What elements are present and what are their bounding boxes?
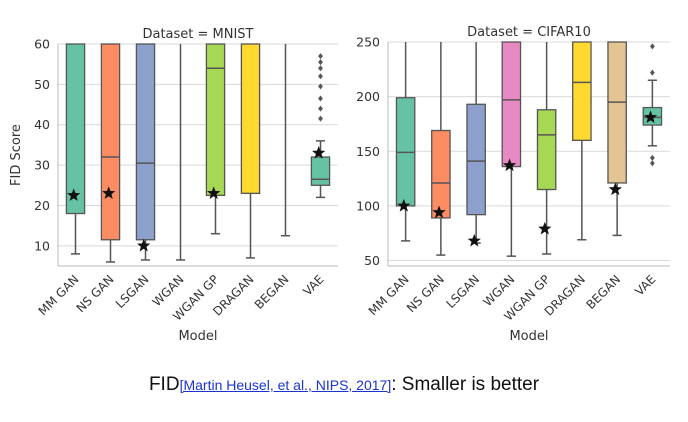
outlier-point <box>649 154 655 161</box>
box-vae: VAE <box>300 53 331 299</box>
box-wgan: WGAN <box>480 41 522 309</box>
x-tick-label: VAE <box>632 272 658 298</box>
outlier-point <box>318 73 323 80</box>
star-marker <box>312 145 326 159</box>
box-body <box>501 41 522 168</box>
star-marker <box>502 158 517 172</box>
x-tick-label: LSGAN <box>443 272 482 311</box>
y-tick-label: 150 <box>356 144 380 159</box>
y-tick-label: 30 <box>34 158 50 173</box>
outlier-point <box>318 105 323 112</box>
y-tick-label: 50 <box>34 77 50 92</box>
caption: FID[Martin Heusel, et al., NIPS, 2017]: … <box>0 374 688 396</box>
citation-link[interactable]: [Martin Heusel, et al., NIPS, 2017] <box>179 377 392 393</box>
box-body <box>205 43 226 197</box>
star-marker <box>102 186 116 200</box>
chart-title: Dataset = CIFAR10 <box>467 25 591 40</box>
outlier-point <box>318 59 323 66</box>
figure: Dataset = MNIST 10 20 30 40 50 60 FID Score MM G… <box>9 25 670 344</box>
y-tick-label: 60 <box>34 37 50 52</box>
outlier-point <box>318 65 323 72</box>
y-tick-label: 250 <box>356 35 380 50</box>
star-marker <box>137 238 151 252</box>
chart-panel-0: Dataset = MNIST 10 20 30 40 50 60 FID Score MM G… <box>9 27 338 344</box>
star-marker <box>467 233 481 247</box>
x-tick-label: NS GAN <box>74 272 117 315</box>
x-axis-label: Model <box>509 329 548 344</box>
y-tick-label: 40 <box>34 117 50 132</box>
outlier-point <box>649 160 655 167</box>
outlier-point <box>318 83 323 90</box>
outlier-point <box>318 53 323 60</box>
star-marker <box>207 186 221 200</box>
box-ns-gan: NS GAN <box>404 42 451 315</box>
box-body <box>310 156 331 186</box>
star-marker <box>397 198 411 212</box>
box-body <box>135 43 156 241</box>
outlier-point <box>318 95 323 102</box>
x-tick-label: LSGAN <box>113 272 152 311</box>
caption-rest: : Smaller is better <box>391 374 540 395</box>
box-body <box>607 41 627 184</box>
star-marker <box>608 182 622 196</box>
star-marker <box>538 221 552 235</box>
x-tick-label: BEGAN <box>583 272 623 312</box>
y-tick-label: 50 <box>364 253 380 268</box>
box-body <box>240 43 261 194</box>
star-marker <box>67 188 81 202</box>
y-tick-label: 200 <box>356 89 380 104</box>
y-tick-label: 100 <box>356 198 380 213</box>
y-axis-label: FID Score <box>9 124 24 186</box>
chart-title: Dataset = MNIST <box>142 27 253 42</box>
y-tick-label: 10 <box>34 238 50 253</box>
box-body <box>100 43 121 241</box>
x-tick-label: VAE <box>300 272 326 298</box>
caption-lead: FID <box>148 374 180 395</box>
star-marker <box>432 205 446 219</box>
outlier-point <box>649 43 655 50</box>
x-tick-label: MM GAN <box>366 272 412 318</box>
x-tick-label: NS GAN <box>404 272 447 315</box>
x-axis-label: Model <box>178 329 217 344</box>
star-marker <box>643 110 658 124</box>
box-body <box>536 109 557 191</box>
box-body <box>572 41 592 141</box>
x-tick-label: MM GAN <box>36 272 82 318</box>
x-tick-label: BEGAN <box>252 272 292 312</box>
y-tick-label: 20 <box>34 198 50 213</box>
outlier-point <box>318 115 323 122</box>
box-mm-gan: MM GAN <box>366 42 416 318</box>
box-body <box>431 129 451 219</box>
outlier-point <box>649 69 655 76</box>
box-body <box>466 103 486 216</box>
box-body <box>65 43 86 215</box>
chart-panel-1: Dataset = CIFAR10 50 100 150 200 250 MM GANNS … <box>356 25 670 344</box>
